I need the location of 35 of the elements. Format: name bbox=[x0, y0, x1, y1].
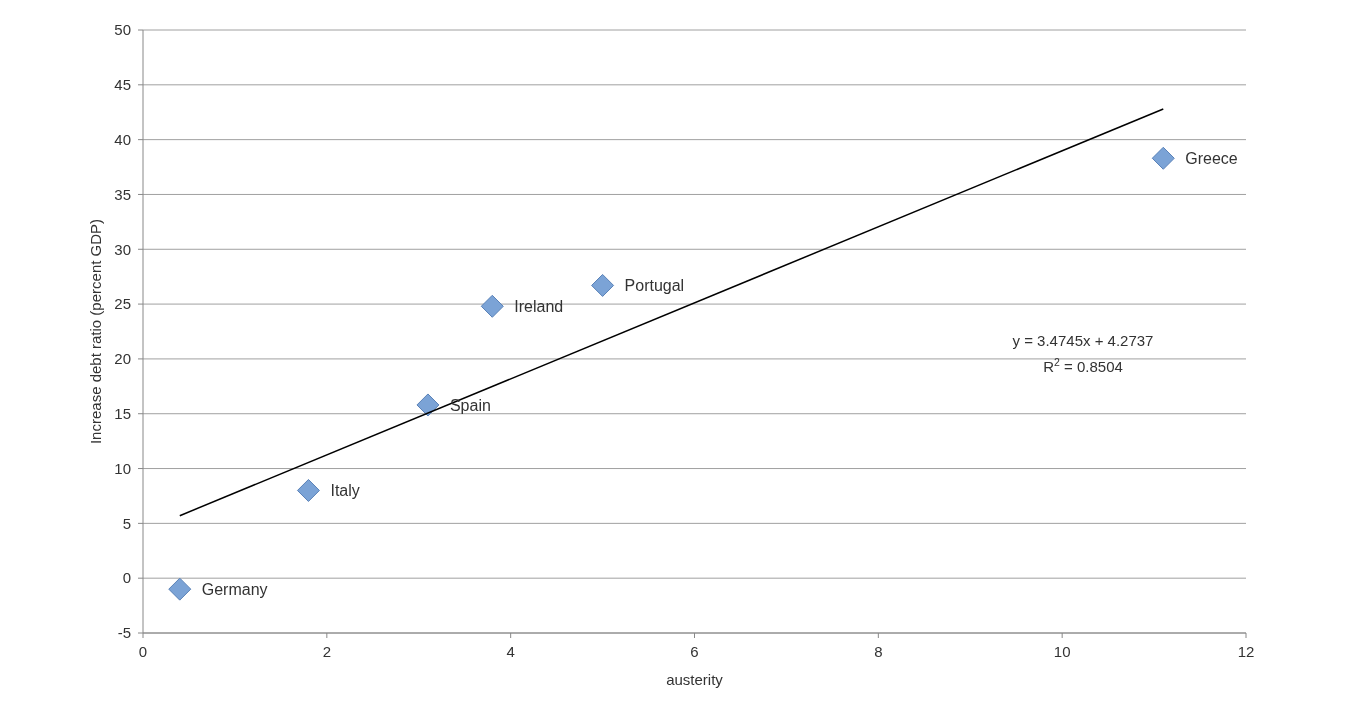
y-tick-label: -5 bbox=[117, 624, 131, 642]
x-tick-label: 4 bbox=[506, 643, 515, 660]
annotation: Ireland bbox=[514, 297, 564, 315]
point bbox=[296, 478, 320, 502]
annotation: R$^{2}$ = 0.8504 bbox=[1043, 356, 1123, 376]
y-tick-label: 20 bbox=[114, 350, 131, 368]
x-tick-label: 12 bbox=[1237, 643, 1255, 660]
y-tick-label: 45 bbox=[114, 76, 131, 94]
annotation: Greece bbox=[1185, 149, 1238, 167]
y-tick-label: 35 bbox=[114, 185, 131, 203]
point bbox=[480, 294, 504, 318]
annotation: Spain bbox=[449, 396, 491, 414]
y-tick-label: 40 bbox=[114, 130, 131, 148]
y-tick-label: 25 bbox=[114, 295, 131, 313]
y-axis-title: Increase debt ratio (percent GDP) bbox=[87, 218, 104, 445]
x-axis-title: austerity bbox=[666, 671, 724, 688]
point bbox=[416, 393, 440, 417]
x-tick-label: 10 bbox=[1053, 643, 1071, 660]
point bbox=[1151, 146, 1175, 170]
annotation: Italy bbox=[330, 482, 360, 500]
annotation: Portugal bbox=[624, 277, 685, 295]
annotation: Germany bbox=[201, 580, 268, 598]
y-tick-label: 5 bbox=[122, 514, 131, 532]
x-tick-label: 0 bbox=[138, 643, 148, 660]
x-tick-label: 2 bbox=[322, 643, 332, 660]
x-tick-label: 8 bbox=[874, 643, 883, 660]
y-tick-label: 0 bbox=[122, 569, 131, 587]
y-tick-label: 30 bbox=[114, 240, 131, 258]
y-tick-label: 15 bbox=[114, 404, 131, 422]
y-tick-label: 50 bbox=[114, 21, 131, 39]
point bbox=[168, 577, 192, 601]
x-tick-label: 6 bbox=[690, 643, 699, 660]
y-tick-label: 10 bbox=[114, 459, 131, 477]
point bbox=[591, 273, 615, 297]
annotation: y = 3.4745x + 4.2737 bbox=[1012, 332, 1154, 350]
